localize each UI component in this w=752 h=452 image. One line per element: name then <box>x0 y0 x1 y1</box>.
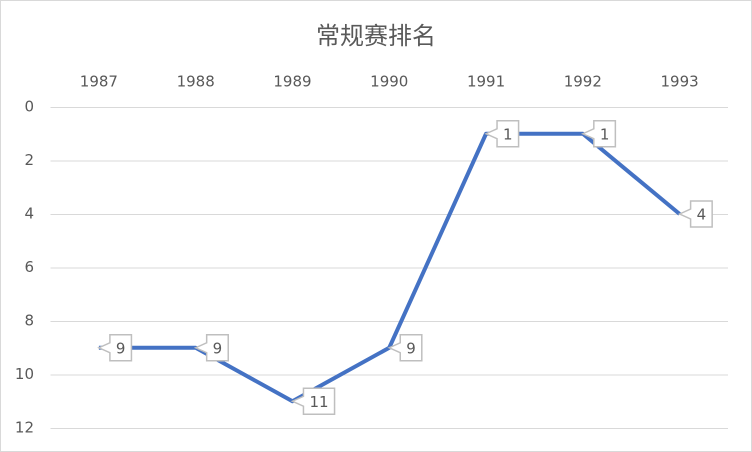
data-label-box <box>677 200 713 228</box>
y-tick-label: 0 <box>24 98 34 116</box>
y-tick-label: 12 <box>15 419 34 437</box>
data-label: 1 <box>503 125 513 143</box>
data-label: 11 <box>309 393 328 411</box>
chart-title: 常规赛排名 <box>316 22 436 50</box>
x-tick-label: 1992 <box>564 73 602 91</box>
data-label: 9 <box>116 339 126 357</box>
data-label-box <box>97 334 133 362</box>
x-tick-label: 1988 <box>177 73 215 91</box>
x-tick-label: 1989 <box>273 73 311 91</box>
data-label-box <box>290 387 336 415</box>
x-tick-label: 1991 <box>467 73 505 91</box>
data-label: 4 <box>697 206 707 224</box>
data-label-box <box>387 334 423 362</box>
y-tick-label: 2 <box>24 151 34 169</box>
data-label-box <box>193 334 229 362</box>
data-label: 9 <box>213 339 223 357</box>
x-tick-label: 1987 <box>80 73 118 91</box>
y-tick-label: 8 <box>24 312 34 330</box>
data-label: 9 <box>406 339 416 357</box>
data-label-box <box>484 120 520 148</box>
y-tick-label: 10 <box>15 365 34 383</box>
y-tick-label: 6 <box>24 258 34 276</box>
data-label-box <box>581 120 617 148</box>
x-tick-label: 1990 <box>370 73 408 91</box>
x-tick-label: 1993 <box>661 73 699 91</box>
y-tick-label: 4 <box>24 205 34 223</box>
data-label: 1 <box>600 125 610 143</box>
